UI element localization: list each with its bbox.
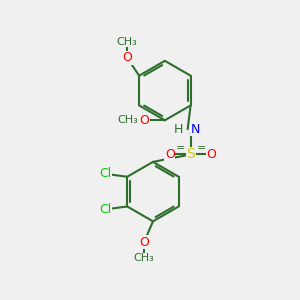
Text: H: H (174, 123, 183, 136)
Text: O: O (139, 114, 149, 127)
Text: O: O (206, 148, 216, 161)
Text: Cl: Cl (99, 203, 111, 216)
Text: S: S (186, 148, 195, 161)
Text: O: O (139, 236, 149, 249)
Text: =: = (176, 143, 185, 153)
Text: CH₃: CH₃ (117, 37, 138, 46)
Text: O: O (165, 148, 175, 161)
Text: =: = (196, 143, 206, 153)
Text: N: N (190, 123, 200, 136)
Text: CH₃: CH₃ (117, 115, 138, 125)
Text: O: O (122, 51, 132, 64)
Text: Cl: Cl (99, 167, 111, 180)
Text: CH₃: CH₃ (134, 254, 154, 263)
